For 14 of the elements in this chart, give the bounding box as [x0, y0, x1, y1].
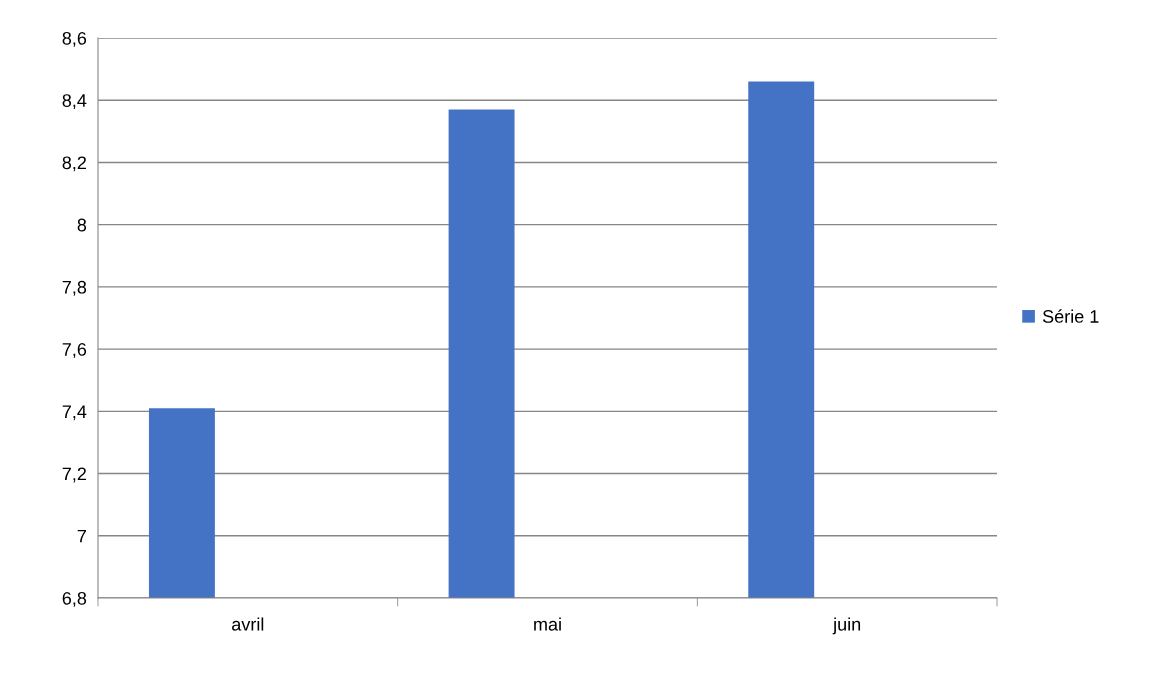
x-tick-label: juin — [832, 617, 861, 635]
y-tick-label: 7,6 — [62, 343, 87, 358]
y-tick-label: 8 — [77, 218, 87, 232]
y-tick-label: 7 — [77, 529, 86, 543]
x-tick-label: avril — [232, 617, 264, 631]
y-tick-label: 8,2 — [62, 156, 86, 172]
y-tick-label: 6,8 — [62, 591, 87, 607]
y-tick-label: 8,6 — [62, 31, 87, 47]
y-tick-label: 8,4 — [62, 94, 87, 110]
y-tick-label: 7,4 — [62, 405, 87, 421]
y-tick-label: 7,2 — [62, 467, 86, 483]
x-tick-label: mai — [534, 617, 561, 631]
y-tick-label: 7,8 — [62, 280, 87, 296]
legend-label: Série 1 — [1042, 309, 1099, 323]
